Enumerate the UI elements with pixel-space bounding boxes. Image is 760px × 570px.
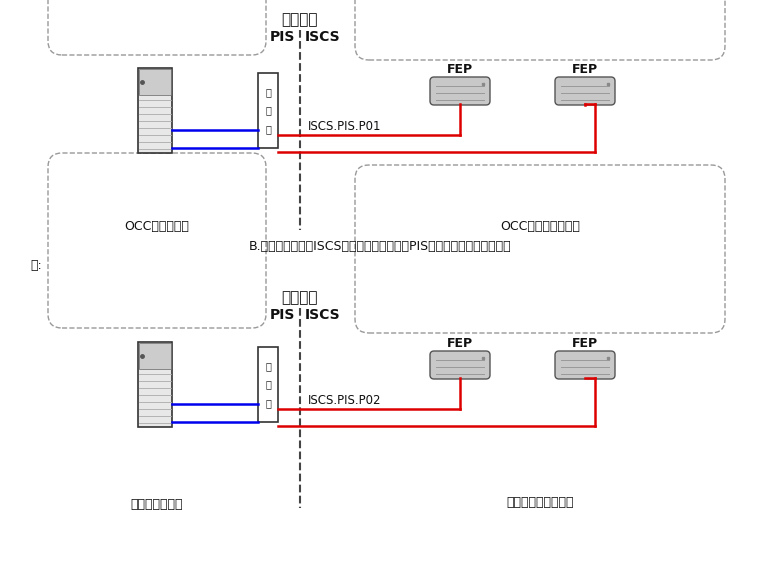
- Text: 线: 线: [265, 380, 271, 389]
- Text: PIS: PIS: [270, 30, 295, 44]
- Text: ISCS: ISCS: [305, 30, 340, 44]
- Text: 配: 配: [265, 87, 271, 97]
- Text: FEP: FEP: [447, 63, 473, 76]
- FancyBboxPatch shape: [430, 351, 490, 379]
- Text: 车站通信设备室: 车站通信设备室: [131, 498, 183, 511]
- Text: 接口分界: 接口分界: [282, 12, 318, 27]
- FancyBboxPatch shape: [555, 77, 615, 105]
- Text: ISCS.PIS.P01: ISCS.PIS.P01: [308, 120, 382, 133]
- Text: 架: 架: [265, 398, 271, 408]
- FancyBboxPatch shape: [138, 342, 172, 427]
- Text: 车站综合监控设备室: 车站综合监控设备室: [506, 496, 574, 509]
- Text: 架: 架: [265, 124, 271, 135]
- Text: B.综合监控系统（ISCS）与乘客信息系统（PIS）在车站的接口界面如下: B.综合监控系统（ISCS）与乘客信息系统（PIS）在车站的接口界面如下: [249, 240, 511, 253]
- Text: OCC综合监控设备室: OCC综合监控设备室: [500, 220, 580, 233]
- FancyBboxPatch shape: [555, 351, 615, 379]
- Text: PIS: PIS: [270, 308, 295, 322]
- Text: 图:: 图:: [30, 259, 42, 272]
- Text: OCC通信设备室: OCC通信设备室: [125, 220, 189, 233]
- Text: FEP: FEP: [447, 337, 473, 350]
- Text: FEP: FEP: [572, 63, 598, 76]
- FancyBboxPatch shape: [139, 69, 171, 95]
- Text: FEP: FEP: [572, 337, 598, 350]
- FancyBboxPatch shape: [139, 343, 171, 368]
- FancyBboxPatch shape: [258, 73, 278, 148]
- FancyBboxPatch shape: [258, 347, 278, 422]
- Text: 配: 配: [265, 361, 271, 370]
- FancyBboxPatch shape: [138, 68, 172, 153]
- FancyBboxPatch shape: [430, 77, 490, 105]
- Text: ISCS.PIS.P02: ISCS.PIS.P02: [308, 394, 382, 407]
- Text: 接口分界: 接口分界: [282, 290, 318, 305]
- Text: 线: 线: [265, 105, 271, 116]
- Text: ISCS: ISCS: [305, 308, 340, 322]
